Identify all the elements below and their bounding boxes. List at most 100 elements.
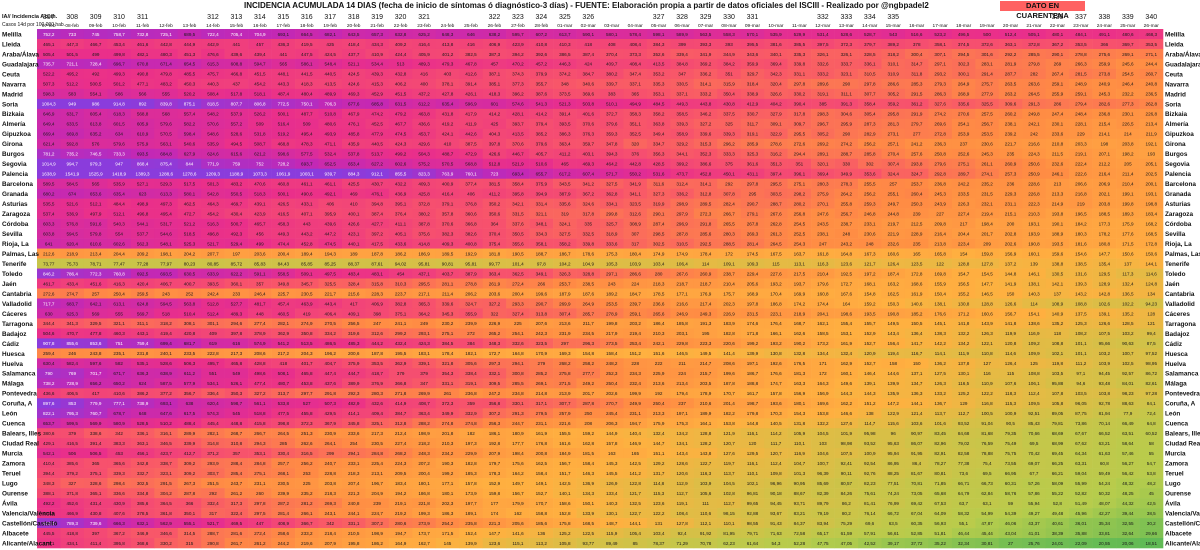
cell-value-label: 846,2 [43, 271, 55, 276]
cell-value-label: 420,8 [184, 331, 196, 336]
cell-value-label: 216,8 [1075, 191, 1087, 196]
heatmap-cell [1139, 158, 1164, 170]
cell-value-label: 121,4 [911, 411, 923, 416]
heatmap-cell [130, 168, 155, 180]
cell-value-label: 612,2 [418, 102, 430, 107]
heatmap-cell [130, 198, 155, 209]
cell-value-label: 468,3 [1146, 32, 1158, 37]
cell-value-label: 531,8 [254, 132, 266, 137]
heatmap-cell [248, 98, 272, 110]
cell-value-label: 387,9 [559, 191, 571, 196]
cell-value-label: 484,4 [113, 201, 125, 206]
heatmap-cell [904, 228, 929, 239]
cell-value-label: 323,5 [536, 341, 548, 346]
cell-value-label: 262,6 [301, 441, 313, 446]
cell-value-label: 38,5 [1147, 511, 1156, 516]
cell-value-label: 182,2 [723, 411, 735, 416]
heatmap-cell [811, 158, 835, 170]
cell-value-label: 209,5 [395, 471, 407, 476]
heatmap-cell [201, 68, 225, 80]
cell-value-label: 219 [1077, 201, 1085, 206]
cell-value-label: 261,2 [231, 491, 243, 496]
cell-value-label: 48,07 [1099, 501, 1111, 506]
heatmap-cell [693, 178, 718, 189]
cell-value-label: 327,5 [606, 182, 618, 187]
heatmap-cell [646, 88, 671, 100]
cell-value-label: 222,4 [1075, 162, 1087, 167]
cell-value-label: 168,5 [1146, 231, 1158, 236]
heatmap-cell [740, 158, 765, 170]
cell-value-label: 345,8 [348, 421, 360, 426]
heatmap-cell [951, 88, 976, 100]
cell-value-label: 301,1 [207, 321, 219, 326]
cell-value-label: 603,8 [43, 231, 55, 236]
cell-value-label: 293,2 [934, 72, 946, 77]
cell-value-label: 509 [303, 122, 311, 127]
heatmap-cell [1045, 118, 1070, 130]
cell-value-label: 126,4 [887, 261, 899, 266]
cell-value-label: 133,4 [606, 491, 618, 496]
cell-value-label: 693,7 [301, 162, 313, 167]
heatmap-cell [811, 118, 835, 130]
cell-value-label: 169,8 [934, 271, 946, 276]
heatmap-cell [318, 88, 343, 100]
cell-value-label: 387,5 [465, 142, 477, 147]
cell-value-label: 147,7 [1099, 251, 1111, 256]
heatmap-cell [318, 48, 343, 60]
cell-value-label: 246,8 [864, 211, 876, 216]
cell-value-label: 82,23 [864, 481, 876, 486]
cell-value-label: 259,1 [1075, 92, 1087, 97]
cell-value-label: 912,1 [371, 172, 383, 177]
cell-value-label: 442,8 [160, 42, 172, 47]
heatmap-cell [224, 178, 249, 189]
cell-value-label: 489,3 [418, 62, 430, 67]
cell-value-label: 450,3 [184, 82, 196, 87]
heatmap-cell [271, 198, 296, 209]
cell-value-label: 385,1 [489, 82, 501, 87]
cell-value-label: 304,6 [841, 112, 853, 117]
cell-value-label: 100,7 [817, 461, 829, 466]
cell-value-label: 258,2 [583, 361, 595, 366]
cell-value-label: 77,97 [160, 261, 172, 266]
cell-value-label: 162,1 [817, 321, 829, 326]
heatmap-cell [37, 218, 61, 229]
cell-value-label: 312,8 [700, 191, 712, 196]
cell-value-label: 358,5 [676, 112, 688, 117]
heatmap-cell [435, 278, 460, 289]
heatmap-cell [1116, 68, 1140, 80]
cell-value-label: 285,7 [583, 311, 595, 316]
cell-value-label: 113,7 [935, 411, 947, 416]
cell-value-label: 624,6 [207, 152, 219, 157]
province-label-left: Guadalajara [2, 61, 39, 68]
heatmap-cell [1092, 198, 1117, 209]
cell-value-label: 557,4 [184, 112, 196, 117]
cell-value-label: 469,7 [231, 201, 243, 206]
cell-value-label: 204,2 [184, 251, 196, 256]
cell-value-label: 200,4 [418, 471, 430, 476]
cell-value-label: 105,8 [1052, 401, 1064, 406]
cell-value-label: 389,9 [348, 381, 360, 386]
cell-value-label: 202,8 [1005, 231, 1017, 236]
heatmap-cell [201, 208, 225, 219]
heatmap-cell [459, 238, 484, 249]
cell-value-label: 465,1 [43, 42, 55, 47]
cell-value-label: 139 [1030, 261, 1038, 266]
cell-value-label: 369,2 [700, 62, 712, 67]
heatmap-cell [764, 29, 788, 40]
cell-value-label: 131,8 [794, 421, 806, 426]
cell-value-label: 377,2 [160, 391, 172, 396]
cell-value-label: 56,61 [887, 531, 899, 536]
cell-value-label: 376,9 [371, 381, 383, 386]
cell-value-label: 154,5 [981, 271, 993, 276]
cell-value-label: 307,4 [887, 162, 899, 167]
cell-value-label: 477,9 [371, 132, 383, 137]
cell-value-label: 620,4 [66, 241, 78, 246]
cell-value-label: 102,1 [747, 481, 759, 486]
cell-value-label: 68,69 [1052, 431, 1064, 436]
cell-value-label: 417,5 [371, 241, 383, 246]
heatmap-cell [482, 138, 507, 150]
cell-value-label: 447,3 [66, 42, 78, 47]
cell-value-label: 607,2 [536, 32, 548, 37]
heatmap-cell [177, 118, 202, 130]
province-label-left: Araba/Álava [2, 49, 39, 58]
